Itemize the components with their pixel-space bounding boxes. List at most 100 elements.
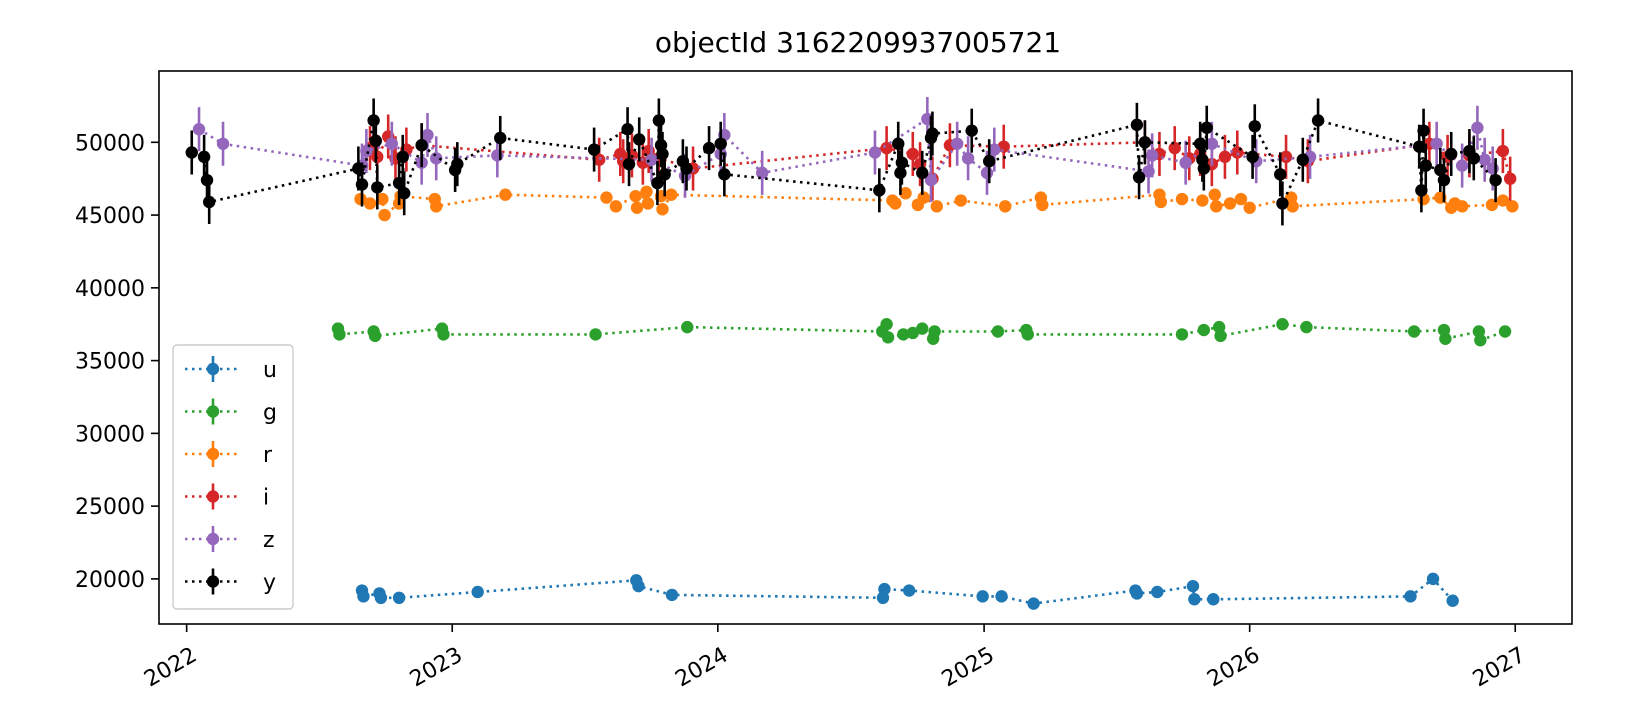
data-point-y: [982, 155, 996, 168]
data-point-y: [916, 166, 929, 180]
data-point-y: [1276, 197, 1289, 210]
data-point-z: [1471, 121, 1484, 134]
data-point-y: [714, 137, 727, 150]
data-point-y: [1130, 118, 1144, 132]
data-point-g: [333, 328, 346, 341]
data-point-r: [376, 192, 389, 206]
chart-title: objectId 3162209937005721: [655, 26, 1061, 59]
data-point-y: [622, 157, 636, 171]
data-point-u: [995, 590, 1008, 603]
data-point-y: [1200, 121, 1213, 134]
x-tick-label: 2024: [671, 643, 732, 693]
data-point-z: [755, 166, 769, 180]
data-point-z: [924, 173, 938, 187]
x-tick-label: 2025: [938, 643, 999, 693]
data-point-y: [1246, 150, 1259, 164]
data-point-g: [589, 328, 602, 341]
y-tick-label: 25000: [75, 495, 145, 520]
data-point-r: [1234, 192, 1248, 206]
data-point-y: [1467, 152, 1480, 165]
data-point-u: [374, 591, 388, 605]
data-point-y: [656, 147, 669, 161]
data-point-g: [897, 328, 910, 341]
data-point-y: [367, 114, 380, 127]
data-point-z: [1430, 137, 1443, 150]
x-tick-label: 2023: [406, 643, 467, 693]
data-point-y: [1437, 173, 1451, 187]
data-point-z: [421, 128, 434, 142]
data-point-r: [1223, 197, 1237, 210]
data-point-y: [1417, 124, 1430, 137]
data-point-y: [1248, 120, 1261, 133]
legend-frame: [172, 344, 294, 610]
series-line-r: [359, 187, 1513, 218]
data-point-u: [665, 588, 679, 602]
data-point-r: [1455, 200, 1469, 213]
data-point-z: [385, 137, 399, 150]
data-point-u: [1426, 572, 1440, 586]
legend-marker: [206, 575, 220, 588]
data-point-g: [1300, 320, 1313, 334]
data-point-y: [203, 195, 216, 209]
data-point-u: [471, 585, 484, 599]
data-point-y: [1419, 159, 1432, 172]
data-point-z: [980, 166, 994, 180]
data-point-g: [906, 326, 919, 340]
x-tick-label: 2026: [1203, 643, 1264, 693]
data-point-r: [930, 200, 944, 213]
series-g: [331, 318, 1512, 347]
legend-label: y: [263, 571, 276, 596]
y-axis: 20000 25000 30000 35000 40000 45000 50000: [75, 131, 159, 593]
legend-marker: [206, 532, 220, 546]
data-point-r: [889, 197, 902, 210]
data-point-y: [1489, 173, 1502, 187]
data-point-g: [991, 325, 1005, 338]
data-point-u: [878, 582, 891, 596]
data-point-r: [630, 201, 644, 214]
data-point-z: [1145, 149, 1159, 162]
data-point-r: [1175, 192, 1189, 206]
data-point-g: [928, 325, 941, 338]
data-point-r: [641, 197, 655, 210]
data-point-y: [895, 156, 909, 169]
data-point-i: [880, 141, 893, 155]
data-point-y: [197, 150, 211, 164]
legend-label: g: [263, 401, 277, 426]
data-point-y: [680, 162, 693, 175]
data-point-y: [200, 173, 214, 187]
data-point-u: [392, 591, 406, 605]
data-point-r: [917, 191, 930, 204]
data-point-r: [600, 191, 613, 204]
data-point-z: [1455, 159, 1469, 172]
data-point-r: [1506, 200, 1519, 213]
data-point-z: [961, 152, 975, 165]
data-point-y: [1197, 162, 1211, 175]
x-tick-label: 2022: [140, 643, 201, 693]
data-point-r: [430, 200, 443, 213]
legend-marker: [206, 362, 220, 376]
data-point-g: [1498, 325, 1512, 338]
data-point-g: [1407, 325, 1421, 338]
data-point-g: [1439, 332, 1452, 345]
data-point-r: [378, 208, 391, 222]
data-point-y: [718, 168, 731, 181]
data-point-y: [1138, 136, 1152, 149]
data-point-z: [1179, 156, 1192, 169]
y-tick-label: 35000: [75, 350, 145, 375]
data-point-y: [1445, 147, 1458, 161]
data-point-z: [988, 143, 1001, 156]
data-point-z: [950, 137, 964, 150]
data-point-u: [1188, 593, 1201, 606]
data-point-r: [1243, 201, 1256, 214]
data-point-r: [665, 188, 678, 201]
data-point-u: [1027, 597, 1040, 610]
data-point-u: [976, 590, 989, 603]
data-point-g: [368, 329, 382, 343]
data-point-u: [1130, 587, 1144, 600]
data-point-u: [1151, 585, 1164, 599]
data-point-z: [868, 146, 882, 159]
data-point-r: [499, 188, 512, 201]
series-r: [354, 185, 1519, 222]
data-point-y: [392, 176, 406, 190]
data-point-y: [396, 150, 409, 164]
